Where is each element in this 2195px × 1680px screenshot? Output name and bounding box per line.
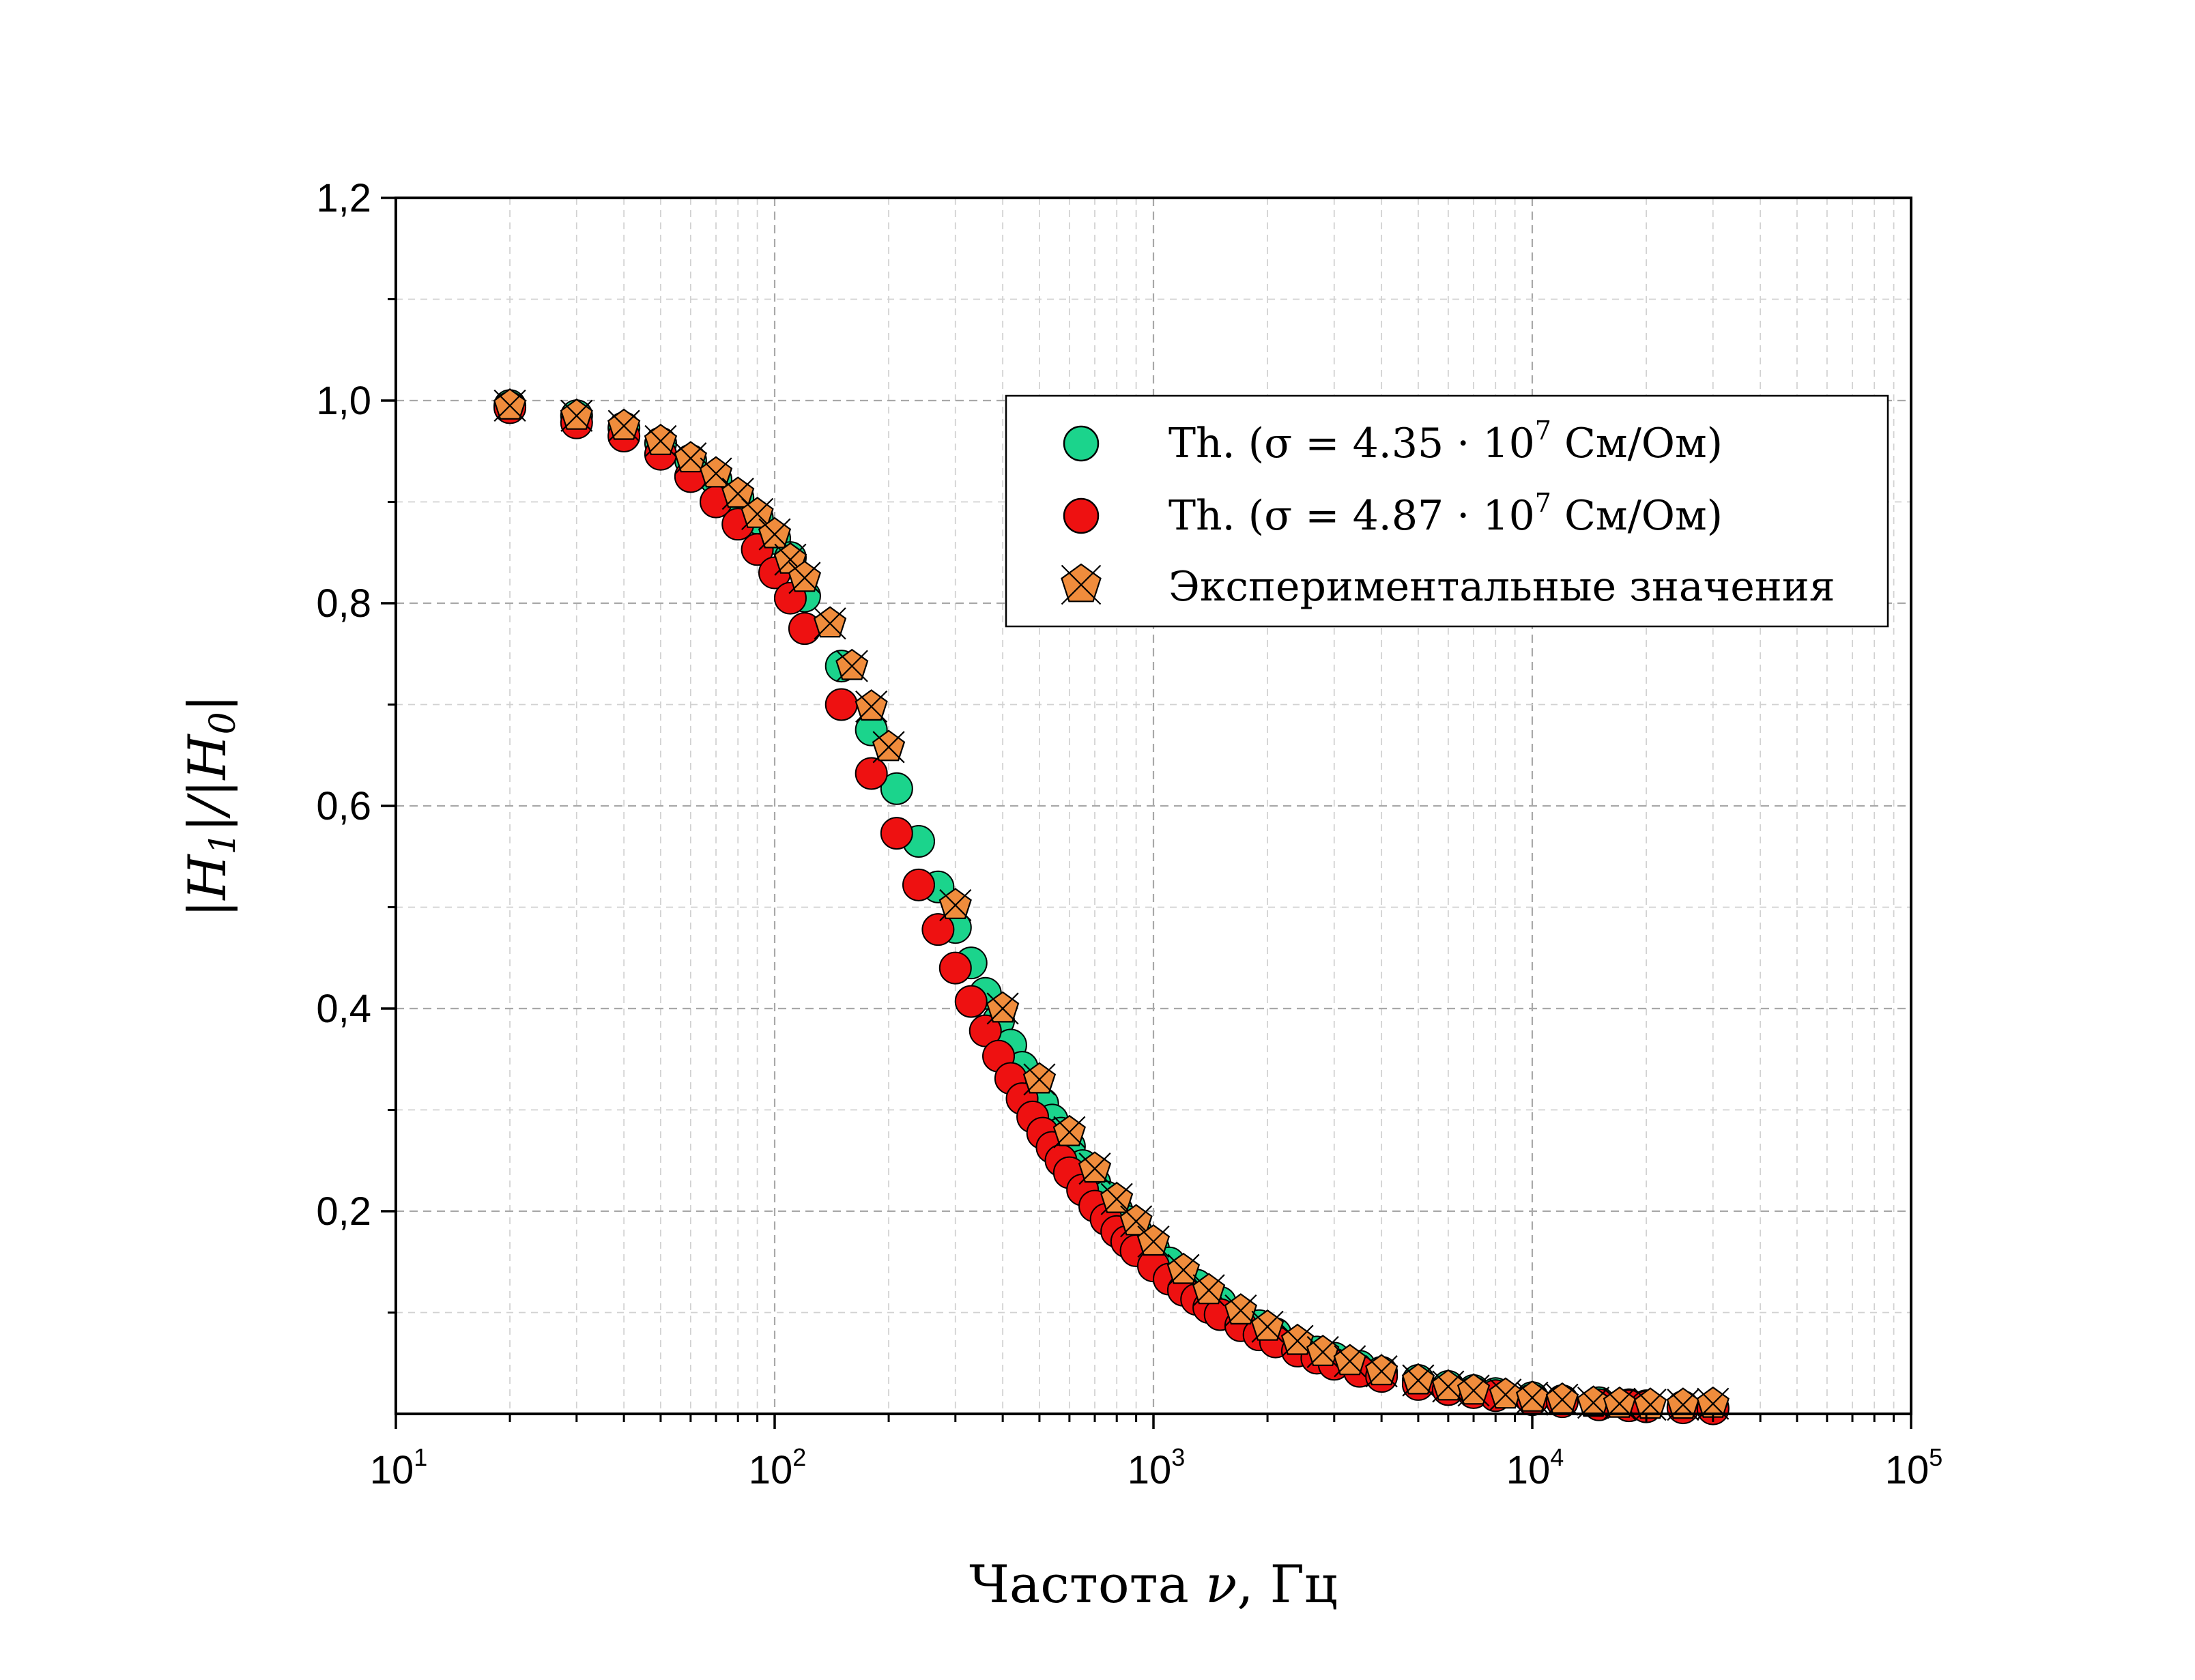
data-point bbox=[1280, 1323, 1315, 1357]
data-point bbox=[1333, 1344, 1366, 1378]
data-point bbox=[880, 817, 913, 850]
x-tick-label: 103 bbox=[1128, 1443, 1186, 1492]
legend-label-series-3: Экспериментальные значения bbox=[1168, 563, 1835, 611]
data-point bbox=[938, 951, 972, 985]
x-axis-title-variable: ν bbox=[1205, 1554, 1237, 1614]
data-point bbox=[855, 689, 888, 723]
data-point bbox=[855, 757, 888, 790]
data-point bbox=[880, 772, 913, 805]
data-point bbox=[872, 729, 906, 764]
data-point bbox=[607, 408, 641, 442]
legend-marker-series-1 bbox=[1063, 425, 1100, 462]
data-point bbox=[902, 868, 936, 901]
legend-label-series-2: Th. (σ = 4.87 · 107 См/Ом) bbox=[1168, 488, 1723, 540]
data-point bbox=[674, 441, 707, 475]
data-markers bbox=[493, 388, 1730, 1425]
data-point bbox=[1100, 1181, 1134, 1215]
y-tick-label: 1,2 bbox=[316, 176, 371, 220]
data-point bbox=[1306, 1335, 1340, 1368]
data-point bbox=[1052, 1114, 1086, 1148]
y-tick-label: 0,2 bbox=[316, 1189, 371, 1234]
data-point bbox=[1545, 1382, 1579, 1416]
x-tick-label: 101 bbox=[370, 1443, 428, 1492]
data-point bbox=[721, 476, 755, 510]
data-point bbox=[1022, 1062, 1057, 1096]
data-point bbox=[1489, 1377, 1522, 1411]
data-point bbox=[1515, 1380, 1549, 1414]
data-point bbox=[1136, 1224, 1171, 1258]
series-3 bbox=[493, 388, 1730, 1421]
data-point bbox=[644, 424, 678, 457]
y-tick-label: 0,6 bbox=[316, 784, 371, 828]
y-tick-label: 0,8 bbox=[316, 581, 371, 626]
data-point bbox=[758, 517, 792, 551]
data-point bbox=[1365, 1354, 1398, 1388]
y-tick-label: 1,0 bbox=[316, 379, 371, 423]
data-point bbox=[1078, 1151, 1112, 1185]
legend-box bbox=[1005, 394, 1889, 628]
data-point bbox=[788, 560, 822, 594]
data-point bbox=[1401, 1363, 1435, 1397]
x-axis-title-unit: , Гц bbox=[1237, 1554, 1338, 1614]
data-point bbox=[1633, 1387, 1667, 1421]
data-point bbox=[954, 985, 988, 1018]
data-point bbox=[921, 913, 955, 946]
data-point bbox=[1666, 1387, 1699, 1421]
data-point bbox=[493, 388, 527, 422]
data-point bbox=[1166, 1252, 1201, 1286]
legend: Th. (σ = 4.35 · 107 См/Ом) Th. (σ = 4.87… bbox=[1005, 394, 1889, 628]
legend-pentagon-x-icon bbox=[1061, 563, 1102, 605]
x-tick-label: 102 bbox=[749, 1443, 807, 1492]
data-point bbox=[1431, 1369, 1465, 1403]
data-point bbox=[814, 606, 847, 640]
data-point bbox=[835, 648, 869, 682]
data-point bbox=[1224, 1293, 1257, 1327]
data-point bbox=[1457, 1373, 1491, 1407]
data-point bbox=[986, 991, 1020, 1025]
x-axis-title-text: Частота bbox=[969, 1554, 1205, 1614]
axis-ticks: 0,2 0,4 0,6 0,8 1,0 1,2 101 102 103 104 105 bbox=[316, 176, 1942, 1492]
data-point bbox=[938, 888, 972, 922]
x-tick-label: 105 bbox=[1885, 1443, 1943, 1492]
data-point bbox=[560, 398, 593, 432]
data-point bbox=[699, 456, 733, 490]
legend-marker-series-3 bbox=[1061, 563, 1102, 605]
y-axis-title: |H1|/|H0| bbox=[177, 695, 244, 918]
x-axis-title: Частота ν, Гц bbox=[969, 1554, 1338, 1614]
x-tick-label: 104 bbox=[1506, 1443, 1564, 1492]
legend-marker-series-2 bbox=[1063, 497, 1100, 534]
data-point bbox=[824, 688, 858, 721]
y-tick-label: 0,4 bbox=[316, 987, 371, 1031]
data-point bbox=[1192, 1273, 1226, 1307]
data-point bbox=[1250, 1309, 1285, 1343]
legend-label-series-1: Th. (σ = 4.35 · 107 См/Ом) bbox=[1168, 416, 1723, 467]
